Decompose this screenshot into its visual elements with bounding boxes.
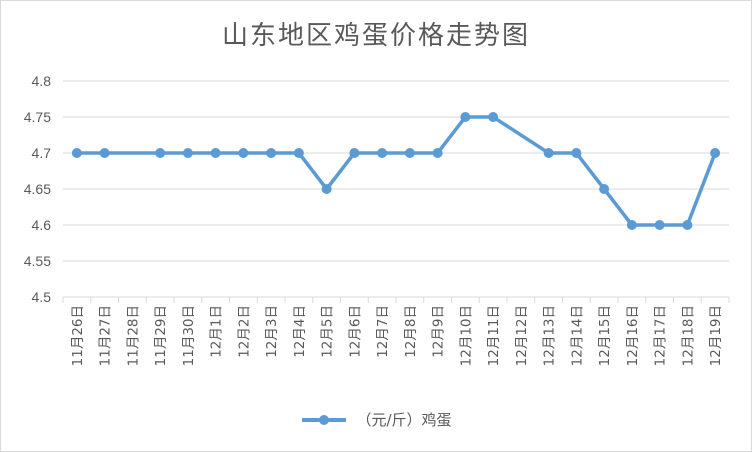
data-point [626,220,637,230]
data-point [682,220,693,230]
y-tick-label: 4.75 [24,109,51,125]
x-tick-label: 12月15日 [597,305,613,366]
x-tick-label: 11月29日 [153,305,169,366]
data-point [293,148,304,158]
legend-line-marker-icon [302,414,347,425]
x-tick-label: 12月4日 [292,305,308,358]
data-point [349,148,360,158]
x-tick-label: 11月28日 [125,305,141,366]
x-tick-label: 12月11日 [486,305,502,366]
data-point [432,148,443,158]
x-tick-label: 12月19日 [708,305,724,366]
data-point [404,148,415,158]
data-point [599,184,610,194]
x-tick-label: 12月16日 [625,305,641,366]
y-tick-label: 4.7 [32,145,52,161]
x-tick-label: 12月18日 [680,305,696,366]
data-point [654,220,665,230]
series-line [76,115,717,227]
data-point [488,112,499,122]
x-tick-label: 12月14日 [569,305,585,366]
x-tick-label: 12月12日 [514,305,530,366]
x-tick-label: 12月1日 [209,305,225,358]
x-tick-label: 12月9日 [431,305,447,358]
data-point [321,184,332,194]
legend-label: （元/斤）鸡蛋 [356,411,452,429]
x-tick-label: 12月2日 [236,305,252,358]
data-point [71,148,82,158]
legend: （元/斤）鸡蛋 [1,409,751,430]
data-point [571,148,582,158]
data-point [238,148,249,158]
y-tick-label: 4.55 [24,253,51,269]
data-point [266,148,277,158]
x-tick-label: 12月8日 [403,305,419,358]
x-tick-label: 11月27日 [98,305,114,366]
data-point [460,112,471,122]
x-tick-label: 12月3日 [264,305,280,358]
data-point [155,148,166,158]
x-tick-label: 12月5日 [320,305,336,358]
data-point [710,148,721,158]
chart-title: 山东地区鸡蛋价格走势图 [221,21,530,51]
x-tick-label: 12月6日 [347,305,363,358]
x-tick-label: 12月13日 [542,305,558,366]
y-tick-label: 4.65 [24,181,51,197]
x-tick-label: 12月17日 [653,305,669,366]
y-tick-label: 4.8 [32,73,52,89]
data-point [377,148,388,158]
x-tick-label: 11月30日 [181,305,197,366]
x-tick-label: 12月7日 [375,305,391,358]
y-tick-label: 4.5 [32,289,52,305]
data-point [210,148,221,158]
x-tick-label: 12月10日 [458,305,474,366]
data-point [99,148,110,158]
data-point [543,148,554,158]
y-tick-label: 4.6 [32,217,52,233]
data-point [182,148,193,158]
x-tick-label: 11月26日 [70,305,86,366]
